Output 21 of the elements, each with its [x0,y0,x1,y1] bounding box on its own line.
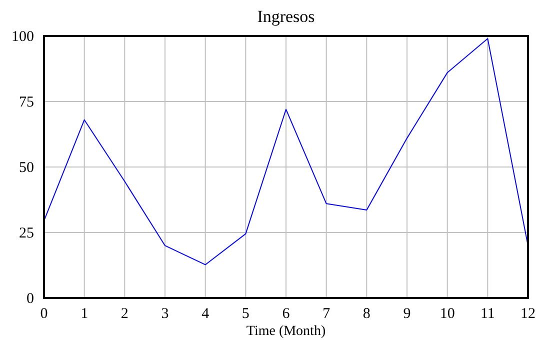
x-tick-label: 5 [242,306,250,322]
x-tick-label: 6 [282,306,290,322]
x-tick-label: 11 [480,306,495,322]
x-tick-label: 9 [403,306,411,322]
chart-title: Ingresos [257,7,315,26]
x-axis-title: Time (Month) [246,324,326,339]
y-tick-label: 50 [19,160,34,176]
y-tick-label: 75 [19,94,34,110]
y-tick-label: 0 [26,291,34,307]
x-tick-label: 3 [161,306,169,322]
x-tick-label: 10 [440,306,455,322]
x-tick-label: 7 [322,306,331,322]
x-tick-label: 0 [40,306,48,322]
x-tick-label: 4 [202,306,210,322]
x-tick-label: 12 [520,306,536,322]
y-tick-label: 25 [19,226,34,242]
x-tick-label: 1 [80,306,88,322]
y-tick-label: 100 [12,29,34,45]
x-tick-label: 2 [120,306,128,322]
line-series [44,38,528,266]
x-tick-label: 8 [362,306,370,322]
